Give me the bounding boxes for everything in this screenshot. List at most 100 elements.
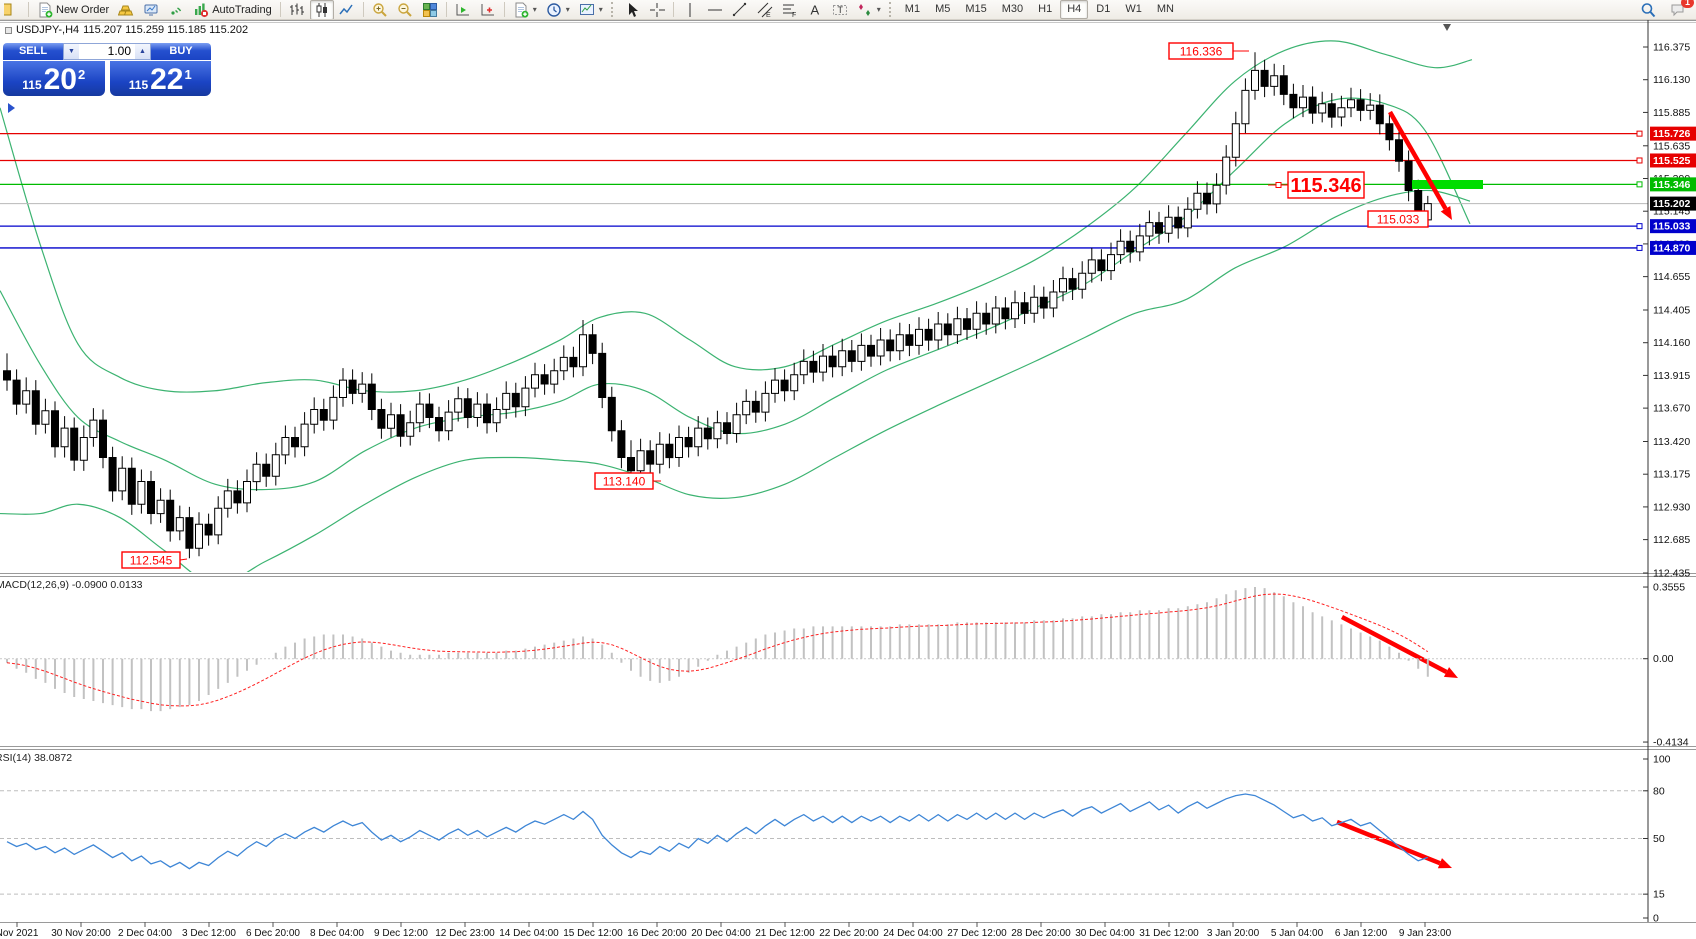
macd-tick-label: -0.4134 bbox=[1653, 737, 1689, 749]
sell-button[interactable]: SELL bbox=[3, 43, 63, 60]
tf-mn[interactable]: MN bbox=[1156, 3, 1174, 15]
chart-shift-button[interactable] bbox=[476, 0, 500, 19]
new-chart-button[interactable]: ▾ bbox=[509, 0, 541, 19]
pane-divider[interactable] bbox=[0, 746, 1696, 747]
auto-scroll-button[interactable] bbox=[451, 0, 475, 19]
labelT-icon: T bbox=[832, 2, 848, 18]
low-price-label[interactable] bbox=[121, 551, 181, 569]
history-center-button[interactable] bbox=[114, 0, 138, 19]
high-price-label[interactable] bbox=[1168, 42, 1234, 60]
tf-m15[interactable]: M15 bbox=[965, 3, 987, 15]
chart-title: USDJPY-,H4 115.207 115.259 115.185 115.2… bbox=[5, 24, 248, 36]
time-tick-label[interactable]: 20 Dec 04:00 bbox=[691, 928, 751, 939]
pane-divider[interactable] bbox=[0, 749, 1696, 750]
time-tick-label[interactable]: 31 Dec 12:00 bbox=[1139, 928, 1199, 939]
zoom-out-button[interactable] bbox=[393, 0, 417, 19]
trendline-button[interactable] bbox=[728, 0, 752, 19]
time-tick-label[interactable]: 3 Jan 20:00 bbox=[1207, 928, 1260, 939]
bid-price-button[interactable]: 115 20 2 bbox=[3, 61, 105, 96]
entry-line-115346-marker[interactable] bbox=[1636, 181, 1643, 188]
volume-value[interactable]: 1.00 bbox=[107, 44, 131, 58]
fibonacci-button[interactable]: F bbox=[778, 0, 802, 19]
horizontal-line-button[interactable] bbox=[703, 0, 727, 19]
tf-m5[interactable]: M5 bbox=[935, 3, 951, 15]
line-chart-button[interactable] bbox=[335, 0, 359, 19]
support-line-115033-tag-text: 115.033 bbox=[1653, 221, 1691, 233]
time-tick-label[interactable]: 5 Jan 04:00 bbox=[1271, 928, 1324, 939]
time-tick-label[interactable]: 22 Dec 20:00 bbox=[819, 928, 879, 939]
bar-chart-button[interactable] bbox=[285, 0, 309, 19]
time-tick-label[interactable]: 27 Dec 12:00 bbox=[947, 928, 1007, 939]
tf-w1[interactable]: W1 bbox=[1125, 3, 1142, 15]
volume-decrease-button[interactable]: ▼ bbox=[64, 44, 79, 59]
time-tick-label[interactable]: 30 Nov 20:00 bbox=[51, 928, 111, 939]
notifications-button[interactable]: 1 bbox=[1666, 0, 1694, 20]
price-tick-label: 113.420 bbox=[1653, 436, 1690, 448]
tile-windows-button[interactable] bbox=[418, 0, 442, 19]
time-tick-label[interactable]: Nov 2021 bbox=[0, 928, 39, 939]
pane-divider[interactable] bbox=[0, 573, 1696, 574]
window-icon bbox=[4, 2, 20, 18]
resistance-line-115525-marker[interactable] bbox=[1636, 157, 1643, 164]
vertical-line-button[interactable] bbox=[678, 0, 702, 19]
tf-h1[interactable]: H1 bbox=[1038, 3, 1053, 15]
tf-h4[interactable]: H4 bbox=[1060, 0, 1089, 19]
templates-button[interactable]: ▾ bbox=[575, 0, 607, 19]
support-line-114870-marker[interactable] bbox=[1636, 244, 1643, 251]
search-button[interactable] bbox=[1636, 0, 1660, 20]
rsi-down-arrow[interactable] bbox=[1336, 819, 1441, 866]
price-down-arrow[interactable] bbox=[1388, 110, 1448, 210]
text-button[interactable]: A bbox=[803, 0, 827, 19]
time-tick-label[interactable]: 9 Dec 12:00 bbox=[374, 928, 428, 939]
tf-m30[interactable]: M30 bbox=[1001, 3, 1024, 15]
macd-pane bbox=[0, 587, 1648, 712]
cursor-button[interactable] bbox=[620, 0, 644, 19]
time-tick-label[interactable]: 8 Dec 04:00 bbox=[310, 928, 364, 939]
time-tick-label[interactable]: 30 Dec 04:00 bbox=[1075, 928, 1135, 939]
ask-price-sup: 1 bbox=[184, 67, 192, 82]
periods-button[interactable]: ▾ bbox=[542, 0, 574, 19]
crosshair-button[interactable] bbox=[645, 0, 669, 19]
time-tick-label[interactable]: 16 Dec 20:00 bbox=[627, 928, 687, 939]
entry-price-label[interactable] bbox=[1287, 171, 1365, 199]
arrows-button[interactable]: ▾ bbox=[853, 0, 885, 19]
entry-highlight-bar[interactable] bbox=[1412, 180, 1483, 189]
tf-d1[interactable]: D1 bbox=[1096, 3, 1111, 15]
time-tick-label[interactable]: 9 Jan 23:00 bbox=[1399, 928, 1452, 939]
time-tick-label[interactable]: 28 Dec 20:00 bbox=[1011, 928, 1071, 939]
time-tick-label[interactable]: 12 Dec 23:00 bbox=[435, 928, 495, 939]
panel-collapse-arrow[interactable] bbox=[8, 103, 15, 113]
macd-down-arrow[interactable] bbox=[1340, 615, 1448, 674]
candlestick-chart-button[interactable] bbox=[309, 0, 334, 19]
new-order-button[interactable]: New Order bbox=[33, 0, 113, 19]
time-tick-label[interactable]: 2 Dec 04:00 bbox=[118, 928, 172, 939]
target-price-label[interactable] bbox=[1367, 210, 1429, 228]
time-tick-label[interactable]: 6 Dec 20:00 bbox=[246, 928, 300, 939]
tf-m1[interactable]: M1 bbox=[904, 3, 921, 15]
swing-low-label[interactable] bbox=[594, 472, 654, 490]
time-tick-label[interactable]: 24 Dec 04:00 bbox=[883, 928, 943, 939]
time-tick-label[interactable]: 6 Jan 12:00 bbox=[1335, 928, 1388, 939]
volume-increase-button[interactable]: ▲ bbox=[135, 44, 150, 59]
time-tick-label[interactable]: 15 Dec 12:00 bbox=[563, 928, 623, 939]
channel-button[interactable]: E bbox=[753, 0, 777, 19]
buy-button[interactable]: BUY bbox=[151, 43, 211, 60]
chart-shift-marker[interactable] bbox=[1443, 24, 1451, 31]
monitor-icon bbox=[143, 2, 159, 18]
ask-price-button[interactable]: 115 22 1 bbox=[109, 61, 211, 96]
dropdown-arrow-icon: ▾ bbox=[565, 5, 570, 14]
zoom-in-button[interactable] bbox=[368, 0, 392, 19]
autotrading-button[interactable]: AutoTrading bbox=[189, 0, 276, 19]
time-tick-label[interactable]: 21 Dec 12:00 bbox=[755, 928, 815, 939]
time-tick-label[interactable]: 3 Dec 12:00 bbox=[182, 928, 236, 939]
signals-button[interactable] bbox=[164, 0, 188, 19]
resistance-line-115726-marker[interactable] bbox=[1636, 130, 1643, 137]
main-toolbar: New Order AutoTrading ▾ ▾ ▾ E F A T ▾ M1 M5 M15 M30 H1… bbox=[0, 0, 1696, 20]
pane-divider[interactable] bbox=[0, 576, 1696, 577]
time-tick-label[interactable]: 14 Dec 04:00 bbox=[499, 928, 559, 939]
one-click-trading-panel: SELL ▼ 1.00 ▲ BUY 115 20 2 115 22 1 bbox=[3, 43, 211, 96]
label-button[interactable]: T bbox=[828, 0, 852, 19]
support-line-115033-marker[interactable] bbox=[1636, 223, 1643, 230]
terminal-button[interactable] bbox=[139, 0, 163, 19]
